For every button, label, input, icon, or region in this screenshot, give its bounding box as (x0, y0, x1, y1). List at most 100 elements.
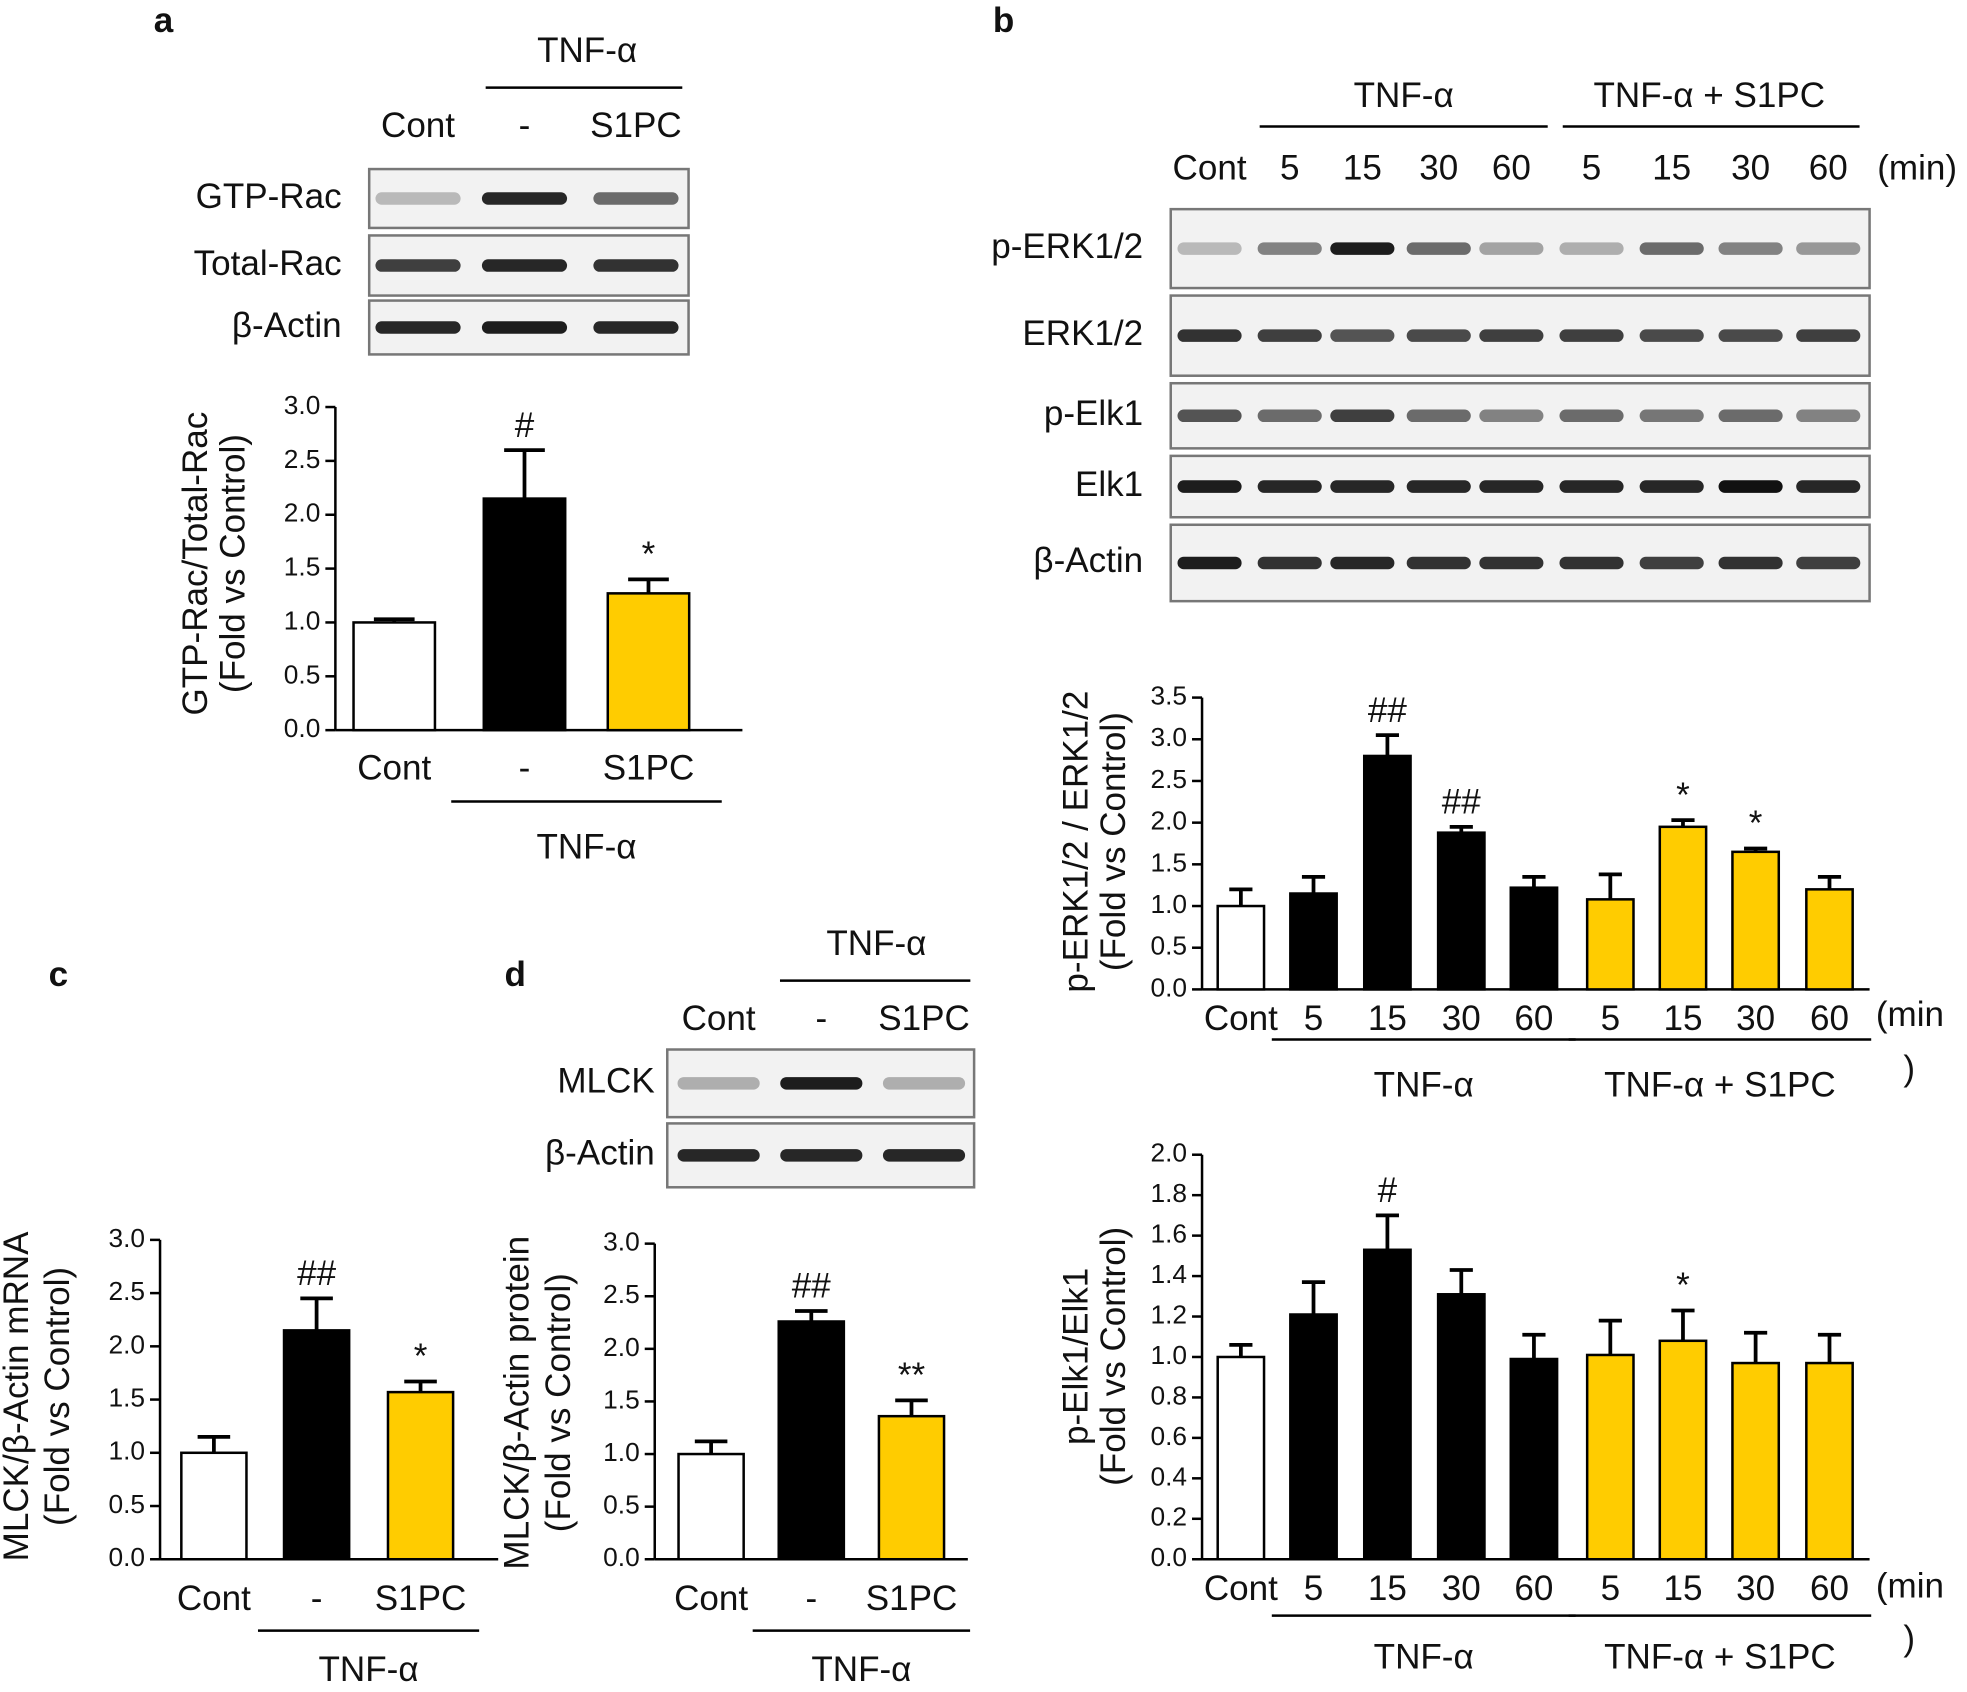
bar (1658, 1339, 1708, 1561)
blot-band (1639, 556, 1704, 570)
y-axis-label: p-Elk1/Elk1 (1056, 1268, 1095, 1445)
unit-label: ) (1903, 1049, 1915, 1088)
lane-label: 5 (1582, 149, 1602, 188)
y-tick-label: 2.0 (108, 1329, 145, 1359)
x-tick-label: 5 (1601, 999, 1621, 1038)
x-tick-label: 15 (1663, 999, 1702, 1038)
blot-band (1639, 329, 1704, 342)
lane-label: Cont (1173, 149, 1247, 188)
x-tick-label: 5 (1304, 1569, 1324, 1608)
y-axis-label: MLCK/β-Actin protein (498, 1236, 537, 1570)
unit-label: (min (1876, 995, 1944, 1034)
bar (180, 1451, 248, 1561)
significance-mark: * (642, 535, 656, 574)
significance-mark: # (1378, 1171, 1398, 1210)
y-tick-label: 0.0 (108, 1542, 145, 1572)
blot-band (1177, 242, 1242, 255)
bar (1436, 1293, 1486, 1561)
lane-label: 15 (1343, 149, 1382, 188)
y-tick-label: 3.0 (1150, 722, 1187, 752)
x-tick-label: Cont (1204, 999, 1278, 1038)
blot-band (1718, 480, 1783, 493)
group-label: TNF-α (811, 1650, 911, 1689)
blot-band (1330, 409, 1395, 423)
x-tick-label: 5 (1304, 999, 1324, 1038)
unit-label: ) (1903, 1619, 1915, 1658)
y-axis-label: p-ERK1/2 / ERK1/2 (1056, 691, 1095, 993)
blot-band (780, 1077, 863, 1090)
blot-band (1718, 242, 1783, 255)
y-tick-label: 1.5 (108, 1383, 145, 1413)
blot-band (593, 321, 679, 334)
blot-band (1559, 329, 1624, 342)
blot-row-label: Total-Rac (194, 244, 342, 283)
blot-row-label: ERK1/2 (1022, 314, 1143, 353)
lane-label: S1PC (590, 106, 682, 145)
significance-mark: ## (297, 1254, 336, 1293)
bar (386, 1390, 455, 1561)
lane-label: - (815, 999, 827, 1038)
blot-band (1257, 480, 1322, 493)
bar (1731, 1361, 1781, 1561)
bar (282, 1329, 351, 1561)
y-tick-label: 2.5 (1150, 764, 1187, 794)
y-tick-label: 2.5 (108, 1276, 145, 1306)
x-tick-label: 30 (1736, 999, 1775, 1038)
x-tick-label: 60 (1514, 999, 1553, 1038)
significance-mark: * (1749, 804, 1763, 843)
x-tick-label: S1PC (866, 1579, 958, 1618)
y-axis-label: (Fold vs Control) (539, 1273, 578, 1532)
blot-band (593, 259, 679, 272)
blot-band (1257, 409, 1322, 423)
x-tick-label: 60 (1514, 1569, 1553, 1608)
bar (606, 592, 691, 732)
blot-band (1559, 409, 1624, 423)
blot-band (1796, 556, 1861, 570)
y-tick-label: 0.0 (1150, 1542, 1187, 1572)
y-tick-label: 2.0 (284, 498, 321, 528)
significance-mark: # (515, 406, 535, 445)
blot-band (1406, 242, 1471, 255)
blot-band (481, 321, 568, 334)
y-tick-label: 2.0 (603, 1332, 640, 1362)
x-tick-label: 5 (1601, 1569, 1621, 1608)
blot-row-label: β-Actin (232, 306, 342, 345)
x-tick-label: - (311, 1579, 323, 1618)
y-axis-label: MLCK/β-Actin mRNA (0, 1231, 36, 1561)
blot-band (1257, 329, 1322, 342)
blot-band (780, 1149, 863, 1162)
blot-row-label: GTP-Rac (196, 177, 342, 216)
y-tick-label: 3.0 (603, 1227, 640, 1257)
y-tick-label: 3.0 (284, 390, 321, 420)
group-label: TNF-α (319, 1650, 419, 1689)
x-tick-label: 30 (1736, 1569, 1775, 1608)
group-label: TNF-α (1374, 1065, 1474, 1104)
blot-band (1639, 242, 1704, 255)
blot-band (1406, 409, 1471, 423)
lane-label: 60 (1809, 149, 1848, 188)
blot-band (1177, 329, 1242, 342)
y-tick-label: 1.8 (1150, 1178, 1187, 1208)
group-label: TNF-α (536, 827, 636, 866)
blot-band (1406, 556, 1471, 570)
unit-label: (min (1876, 1566, 1944, 1605)
significance-mark: ## (1442, 783, 1481, 822)
y-axis-label: (Fold vs Control) (1094, 712, 1133, 971)
y-tick-label: 1.0 (108, 1436, 145, 1466)
blot-group-label: TNF-α (826, 924, 926, 963)
blot-band (1330, 556, 1395, 570)
lane-label: 30 (1419, 149, 1458, 188)
blot-band (1479, 329, 1544, 342)
x-tick-label: Cont (1204, 1569, 1278, 1608)
significance-mark: * (1676, 776, 1690, 815)
y-tick-label: 2.0 (1150, 806, 1187, 836)
y-tick-label: 0.0 (284, 713, 321, 743)
x-tick-label: 30 (1442, 999, 1481, 1038)
bar (1585, 898, 1635, 991)
bar (1509, 1357, 1559, 1561)
blot-band (1796, 409, 1861, 423)
blot-band (1639, 480, 1704, 493)
unit-label: (min) (1877, 149, 1957, 188)
blot-band (1559, 556, 1624, 570)
lane-label: S1PC (878, 999, 970, 1038)
